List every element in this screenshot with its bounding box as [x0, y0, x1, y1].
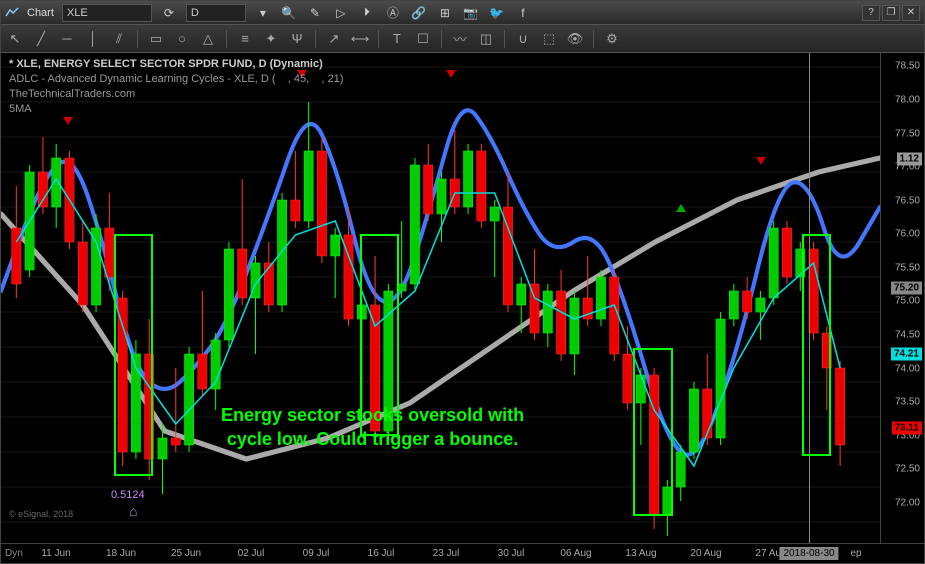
horizontal-line-icon[interactable]: ─	[59, 31, 75, 47]
refresh-icon[interactable]: ⟳	[160, 4, 178, 22]
y-axis[interactable]: 78.5078.0077.5077.0076.5076.0075.5075.00…	[880, 53, 924, 543]
trend-line-icon[interactable]: ╱	[33, 31, 49, 47]
settings-icon[interactable]: ⚙	[604, 31, 620, 47]
vertical-line-icon[interactable]: │	[85, 31, 101, 47]
ellipse-icon[interactable]: ○	[174, 31, 190, 47]
source-info: TheTechnicalTraders.com	[9, 87, 343, 102]
highlight-box	[802, 234, 831, 456]
pitchfork-icon[interactable]: Ψ	[289, 31, 305, 47]
x-tick: 16 Jul	[368, 548, 395, 559]
rect-icon[interactable]: ▭	[148, 31, 164, 47]
chart-icon	[5, 6, 19, 20]
highlight-box	[633, 348, 673, 516]
price-tag: 73.11	[892, 422, 922, 435]
x-tick: 20 Aug	[690, 548, 721, 559]
symbol-input[interactable]	[62, 4, 152, 22]
arrow-icon[interactable]: ↗	[326, 31, 342, 47]
link-icon[interactable]: 🔗	[410, 4, 428, 22]
visibility-icon[interactable]: 👁	[567, 31, 583, 47]
y-tick: 74.50	[895, 330, 920, 341]
edit-icon[interactable]: ✎	[306, 4, 324, 22]
note-icon[interactable]: ☐	[415, 31, 431, 47]
sell-marker-icon	[756, 157, 766, 165]
gann-icon[interactable]: ✦	[263, 31, 279, 47]
y-tick: 78.50	[895, 61, 920, 72]
y-tick: 72.00	[895, 497, 920, 508]
titlebar: Chart ⟳ ▾ 🔍 ✎ ▷ ⏵ Ⓐ 🔗 ⊞ 📷 🐦 f ? ❐ ✕	[1, 1, 924, 25]
y-tick: 75.00	[895, 296, 920, 307]
search-icon[interactable]: 🔍	[280, 4, 298, 22]
channel-icon[interactable]: ⫽	[111, 31, 127, 47]
window-title: Chart	[27, 7, 54, 19]
magnet-icon[interactable]: ∪	[515, 31, 531, 47]
x-tick: 25 Jun	[171, 548, 201, 559]
x-tick: 11 Jun	[41, 548, 70, 559]
sell-marker-icon	[446, 70, 456, 78]
x-tick: 23 Jul	[433, 548, 460, 559]
x-tick: 18 Jun	[106, 548, 136, 559]
annotation-text: Energy sector stocks oversold with cycle…	[221, 403, 524, 451]
chart-canvas[interactable]: * XLE, ENERGY SELECT SECTOR SPDR FUND, D…	[1, 53, 880, 543]
dyn-label: Dyn	[5, 548, 23, 559]
date-tag: 2018-08-30	[779, 547, 838, 560]
x-tick: 30 Jul	[498, 548, 525, 559]
chart-info-overlay: * XLE, ENERGY SELECT SECTOR SPDR FUND, D…	[9, 57, 343, 117]
alert-icon[interactable]: Ⓐ	[384, 4, 402, 22]
drawing-toolbar: ↖ ╱ ─ │ ⫽ ▭ ○ △ ≡ ✦ Ψ ↗ ⟷ T ☐ 〰 ◫ ∪ ⬚ 👁 …	[1, 25, 924, 53]
text-icon[interactable]: T	[389, 31, 405, 47]
fib-icon[interactable]: ≡	[237, 31, 253, 47]
y-tick: 75.50	[895, 262, 920, 273]
y-tick: 73.50	[895, 397, 920, 408]
brush-icon[interactable]: 〰	[452, 31, 468, 47]
price-tag: 1.12	[897, 153, 922, 166]
chart-window: Chart ⟳ ▾ 🔍 ✎ ▷ ⏵ Ⓐ 🔗 ⊞ 📷 🐦 f ? ❐ ✕ ↖ ╱ …	[0, 0, 925, 564]
y-tick: 72.50	[895, 464, 920, 475]
window-controls: ? ❐ ✕	[862, 5, 920, 21]
symbol-info: * XLE, ENERGY SELECT SECTOR SPDR FUND, D…	[9, 57, 343, 72]
dropdown-icon[interactable]: ▾	[254, 4, 272, 22]
cursor-tool-icon[interactable]: ↖	[7, 31, 23, 47]
indicator-info: ADLC - Advanced Dynamic Learning Cycles …	[9, 72, 343, 87]
layout-icon[interactable]: ⊞	[436, 4, 454, 22]
timeframe-input[interactable]	[186, 4, 246, 22]
highlight-box	[114, 234, 153, 476]
facebook-icon[interactable]: f	[514, 4, 532, 22]
x-tick: 02 Jul	[238, 548, 265, 559]
y-tick: 78.00	[895, 95, 920, 106]
camera-icon[interactable]: 📷	[462, 4, 480, 22]
eraser-icon[interactable]: ◫	[478, 31, 494, 47]
x-tick: 06 Aug	[560, 548, 591, 559]
y-tick: 76.00	[895, 229, 920, 240]
forward-icon[interactable]: ⏵	[358, 4, 376, 22]
lock-icon[interactable]: ⬚	[541, 31, 557, 47]
purple-value: 0.5124	[111, 489, 145, 501]
x-tick: 13 Aug	[625, 548, 656, 559]
purple-speech-icon: ⌂	[129, 503, 137, 519]
copyright-text: © eSignal, 2018	[9, 509, 73, 519]
sell-marker-icon	[63, 117, 73, 125]
help-button[interactable]: ?	[862, 5, 880, 21]
y-tick: 76.50	[895, 195, 920, 206]
measure-icon[interactable]: ⟷	[352, 31, 368, 47]
price-tag: 74.21	[891, 348, 922, 361]
y-tick: 77.50	[895, 128, 920, 139]
x-tick: 09 Jul	[303, 548, 330, 559]
price-tag: 75.20	[891, 282, 922, 295]
play-icon[interactable]: ▷	[332, 4, 350, 22]
triangle-icon[interactable]: △	[200, 31, 216, 47]
x-axis[interactable]: Dyn 11 Jun 18 Jun 25 Jun 02 Jul 09 Jul 16 Jul…	[1, 543, 924, 563]
ma-info: 5MA	[9, 102, 343, 117]
y-tick: 74.00	[895, 363, 920, 374]
restore-button[interactable]: ❐	[882, 5, 900, 21]
twitter-icon[interactable]: 🐦	[488, 4, 506, 22]
close-button[interactable]: ✕	[902, 5, 920, 21]
buy-marker-icon	[676, 204, 686, 212]
chart-area: * XLE, ENERGY SELECT SECTOR SPDR FUND, D…	[1, 53, 924, 543]
x-tick: ep	[850, 548, 861, 559]
